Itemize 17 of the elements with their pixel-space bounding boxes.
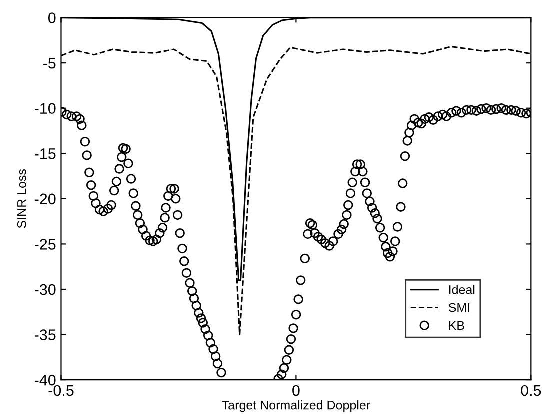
y-tick-label: -15 <box>34 148 56 160</box>
x-tick-label: 0.5 <box>521 385 542 396</box>
y-tick-label: -10 <box>34 103 56 114</box>
legend-label: Ideal <box>449 285 475 294</box>
y-tick-label: -30 <box>34 284 56 296</box>
y-axis-title: SINR Loss <box>17 170 26 228</box>
x-tick-label: -0.5 <box>48 385 74 396</box>
legend-label: SMI <box>448 303 470 312</box>
y-tick-label: -35 <box>34 330 56 340</box>
x-axis-title: Target Normalized Doppler <box>222 400 370 412</box>
y-tick-label: -5 <box>43 58 56 69</box>
y-tick-label: -20 <box>34 194 56 205</box>
y-tick-label: -25 <box>34 239 56 250</box>
x-tick-label: 0 <box>292 385 300 396</box>
legend-label: KB <box>449 321 464 330</box>
y-tick-label: -40 <box>34 374 56 386</box>
y-tick-label: 0 <box>48 12 56 24</box>
